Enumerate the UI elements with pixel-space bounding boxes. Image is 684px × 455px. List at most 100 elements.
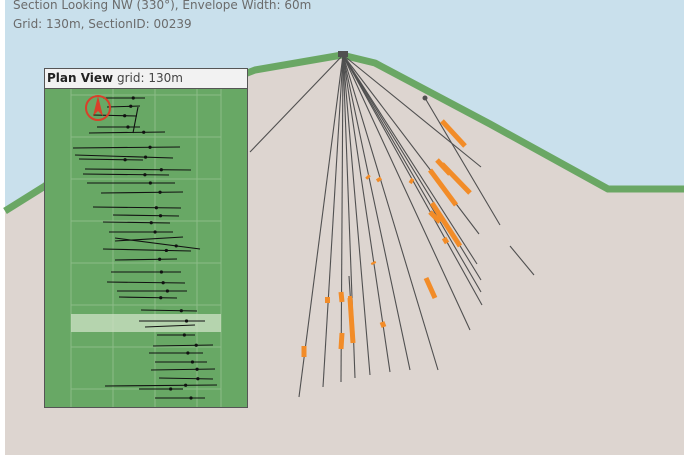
- plan-collar: [153, 230, 157, 234]
- drillhole-trace: [424, 97, 501, 226]
- plan-collar: [143, 155, 148, 159]
- plan-collar: [189, 396, 193, 400]
- plan-collar: [174, 244, 178, 248]
- ore-intercept: [428, 210, 442, 224]
- plan-trace: [132, 106, 139, 134]
- plan-collar: [154, 206, 158, 210]
- drillhole-trace: [342, 54, 439, 371]
- plan-collar: [123, 158, 127, 162]
- plan-collar: [148, 145, 152, 149]
- plan-drill-traces: [72, 96, 218, 400]
- drillhole-trace: [342, 54, 411, 371]
- drillhole-trace: [322, 54, 344, 388]
- drillhole-trace: [342, 54, 371, 376]
- plan-trace: [144, 324, 196, 328]
- plan-collar: [196, 377, 200, 381]
- plan-trace: [82, 173, 170, 176]
- plan-collar: [159, 296, 163, 300]
- section-title: Section Looking NW (330°), Envelope Widt…: [13, 0, 312, 12]
- plan-view-map[interactable]: [45, 89, 247, 407]
- plan-trace: [106, 105, 141, 108]
- plan-trace: [150, 368, 216, 371]
- plan-collar: [164, 248, 168, 253]
- drillhole-trace: [342, 54, 482, 293]
- plan-trace: [114, 237, 201, 250]
- plan-trace: [72, 146, 181, 149]
- plan-collar: [126, 125, 130, 129]
- section-band: [71, 314, 221, 332]
- plan-trace: [114, 236, 184, 242]
- plan-trace: [158, 377, 214, 380]
- plan-collar: [161, 281, 165, 285]
- plan-collar: [195, 367, 199, 371]
- intercepts: [301, 119, 472, 357]
- plan-collar: [182, 333, 186, 337]
- plan-trace: [104, 384, 218, 387]
- plan-collar: [158, 190, 162, 194]
- plan-trace: [106, 281, 186, 284]
- ore-intercept: [347, 297, 356, 344]
- plan-view-header[interactable]: Plan View grid: 130m: [45, 69, 247, 89]
- ore-intercept: [365, 174, 371, 180]
- plan-trace: [118, 296, 178, 299]
- plan-collar: [123, 114, 127, 118]
- plan-collar: [131, 96, 135, 100]
- drillhole-trace: [340, 54, 344, 383]
- plan-trace: [84, 168, 192, 171]
- drillhole-trace: [298, 54, 344, 398]
- plan-collar: [190, 360, 195, 364]
- north-arrow-icon[interactable]: [85, 95, 111, 121]
- plan-trace: [100, 191, 184, 194]
- plan-trace: [74, 154, 174, 159]
- drillhole-trace: [342, 54, 478, 265]
- collar-marker: [338, 51, 348, 57]
- plan-collar: [179, 309, 183, 313]
- plan-trace: [92, 206, 182, 209]
- plan-collar: [165, 289, 169, 293]
- ore-intercept: [441, 236, 450, 245]
- plan-collar: [184, 383, 188, 387]
- plan-trace: [152, 344, 214, 347]
- ore-intercept: [338, 332, 345, 350]
- plan-collar: [194, 343, 198, 347]
- plan-trace: [88, 131, 166, 134]
- ore-intercept: [429, 201, 463, 248]
- ore-intercept: [379, 321, 387, 328]
- drillhole-trace: [509, 245, 535, 276]
- plan-collar: [158, 214, 163, 218]
- drillholes: [249, 51, 535, 398]
- ore-intercept: [348, 296, 352, 303]
- plan-trace: [140, 309, 198, 312]
- left-margin: [0, 0, 5, 455]
- plan-collar: [149, 221, 153, 225]
- plan-collar: [186, 351, 190, 355]
- plan-collar: [148, 181, 152, 185]
- plan-trace: [92, 114, 138, 117]
- plan-trace: [114, 258, 178, 261]
- ore-intercept: [440, 162, 472, 195]
- drillhole-trace: [249, 54, 344, 153]
- ore-intercept: [375, 176, 383, 183]
- plan-trace: [102, 248, 192, 252]
- plan-collar: [159, 270, 163, 274]
- drillhole-trace: [342, 54, 391, 373]
- drillhole-trace: [342, 54, 471, 331]
- plan-collar: [169, 387, 173, 391]
- ore-intercept: [440, 119, 467, 148]
- ore-intercept: [427, 168, 459, 207]
- plan-grid: [70, 89, 222, 407]
- plan-trace: [112, 214, 180, 217]
- plan-view-grid-label: grid: 130m: [116, 71, 183, 85]
- plan-view-panel[interactable]: Plan View grid: 130m: [44, 68, 248, 408]
- section-subtitle: Grid: 130m, SectionID: 00239: [13, 17, 192, 31]
- drillhole-trace: [342, 54, 482, 168]
- plan-trace: [102, 221, 171, 224]
- plan-collar: [158, 257, 162, 261]
- plan-trace: [78, 158, 144, 161]
- drillhole-collar: [422, 95, 428, 101]
- plan-collar: [159, 168, 163, 172]
- ore-intercept: [338, 291, 345, 303]
- plan-collar: [142, 130, 146, 134]
- ore-intercept: [325, 297, 330, 303]
